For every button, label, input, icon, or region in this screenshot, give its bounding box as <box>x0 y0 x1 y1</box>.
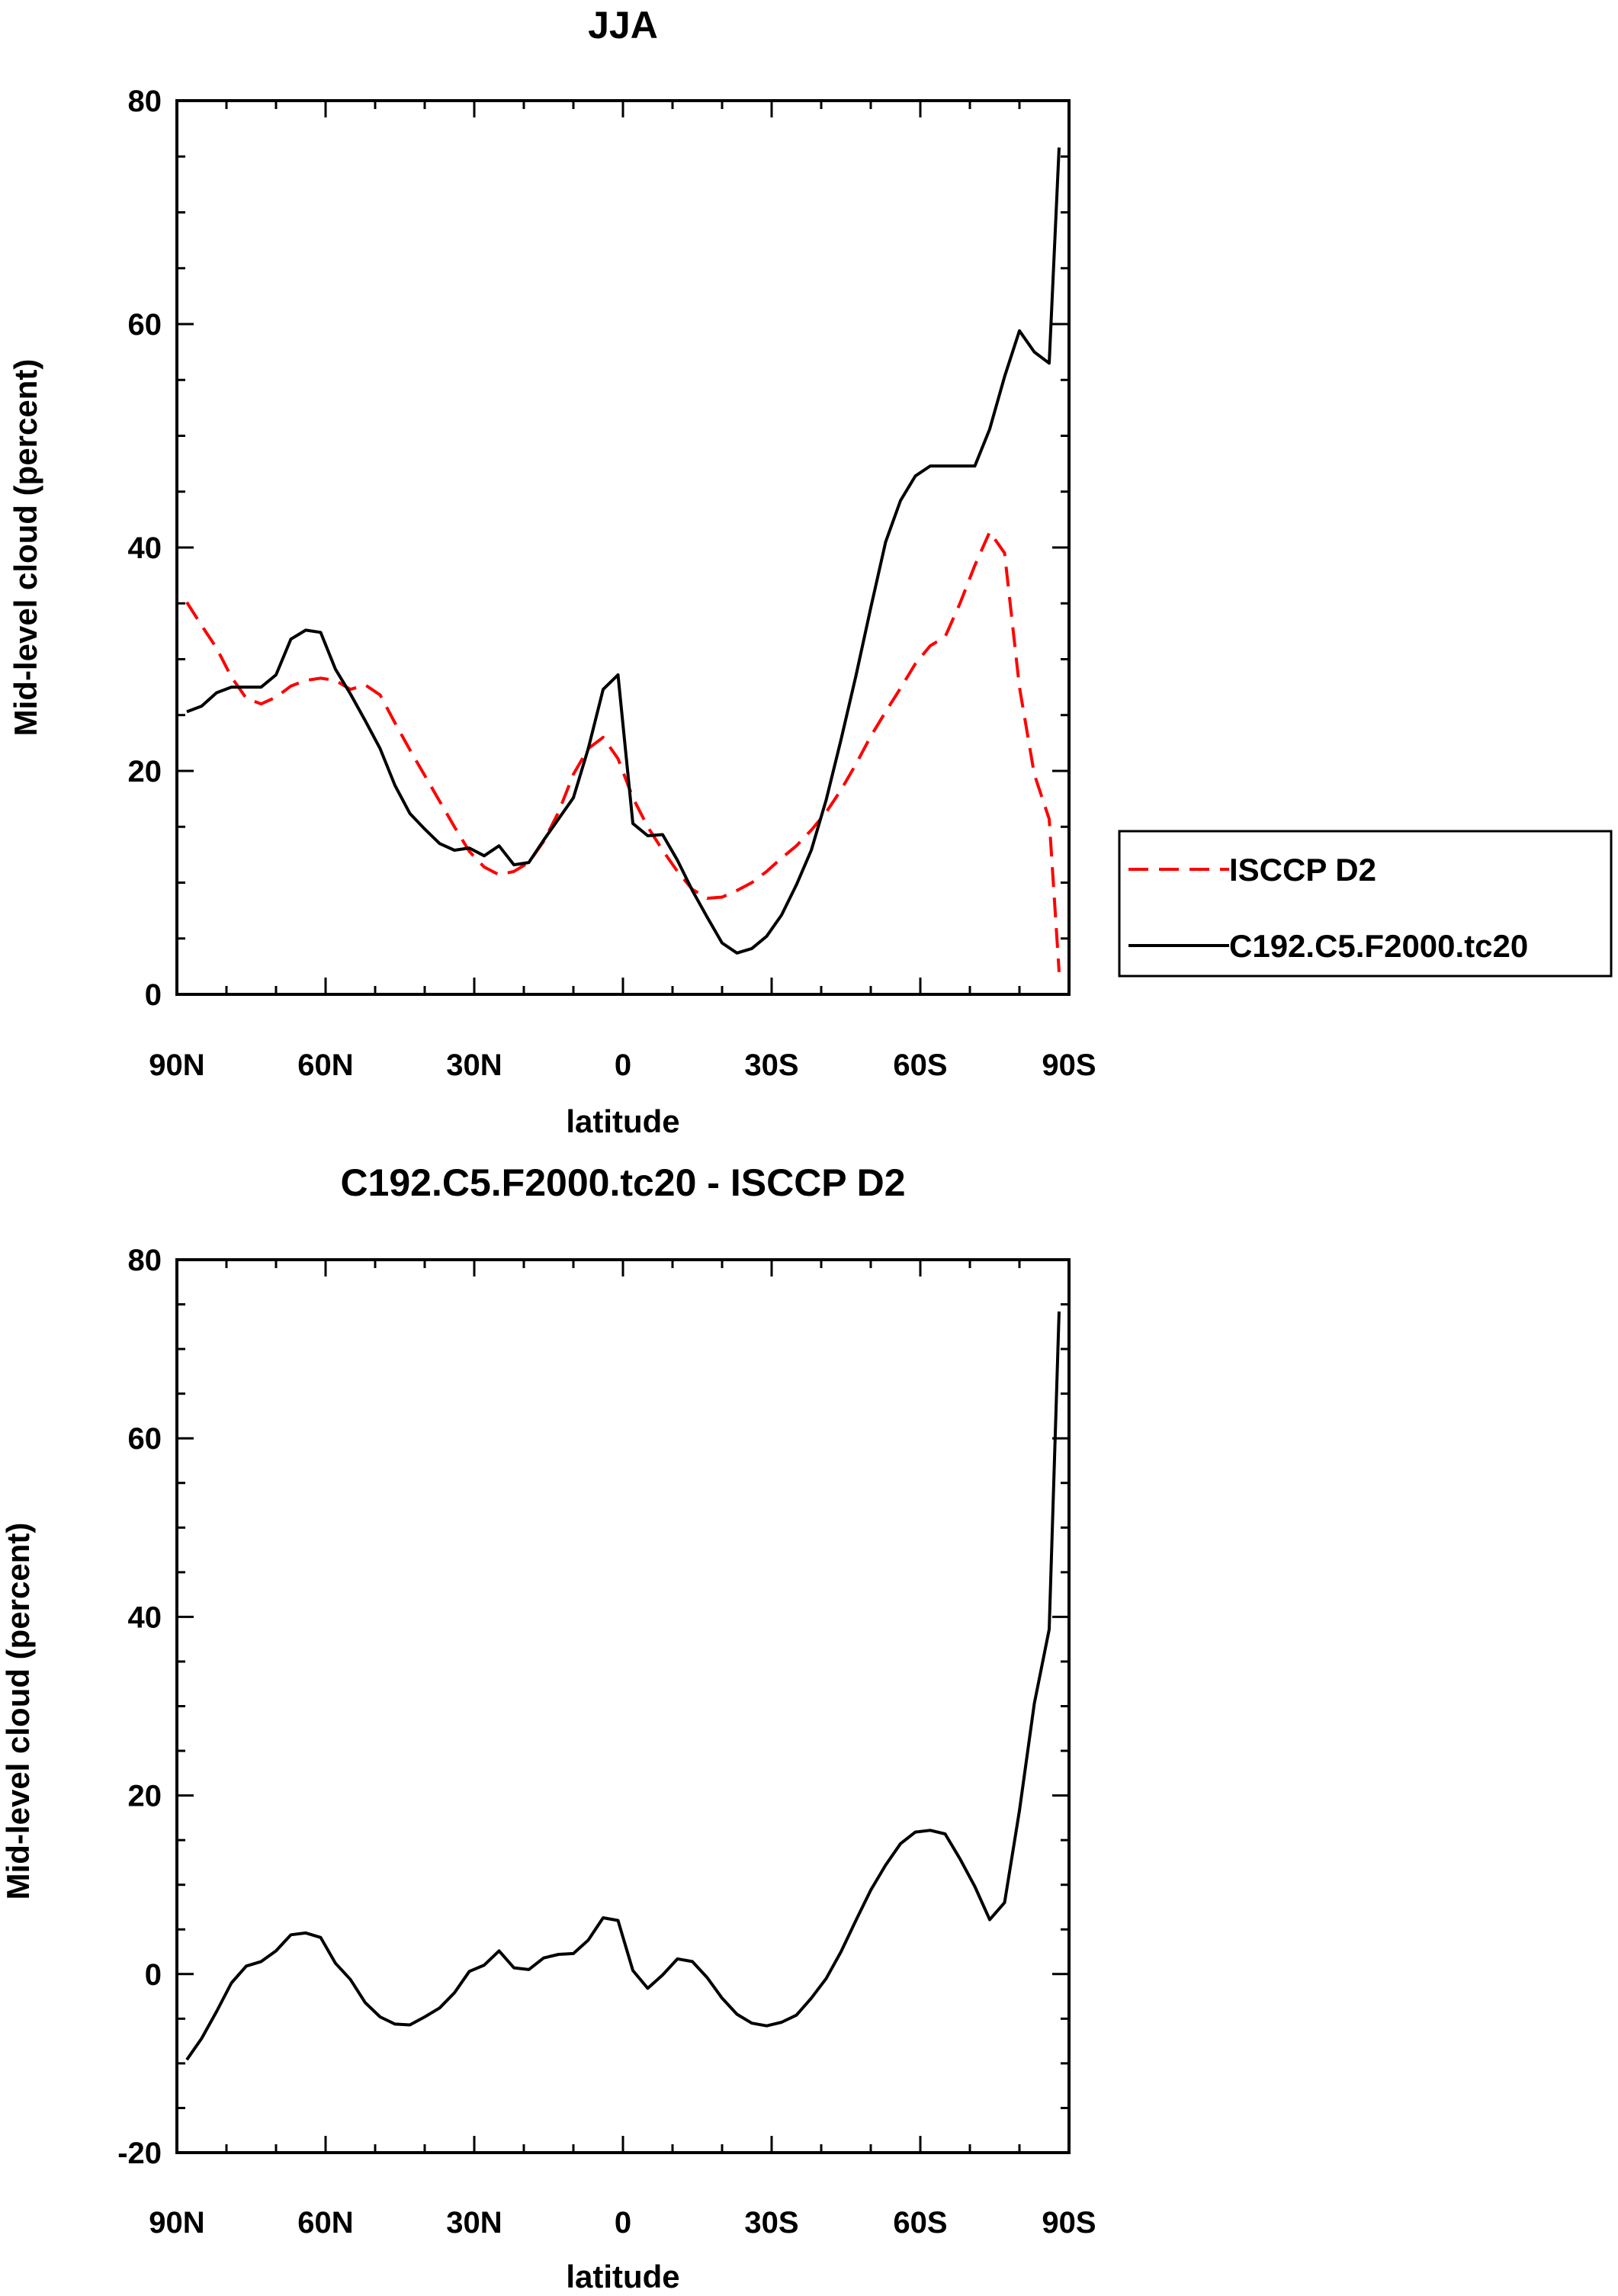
bottom-ytick-label: 60 <box>128 1422 162 1456</box>
bottom-chart-ticks: 90N 60N 30N 0 30S 60S 90S -20 0 20 40 60 80 <box>117 1244 1096 2240</box>
bottom-chart: C192.C5.F2000.tc20 - ISCCP D2 Mid-level … <box>0 1161 1096 2294</box>
top-ytick-label: 80 <box>128 85 162 118</box>
top-chart-series <box>185 147 1061 972</box>
bottom-ytick-label: 80 <box>128 1244 162 1277</box>
top-chart-frame <box>175 99 1071 996</box>
top-xtick-label: 60S <box>893 1048 947 1082</box>
top-chart-legend: ISCCP D2 C192.C5.F2000.tc20 <box>1118 830 1613 978</box>
top-ytick-label: 40 <box>128 531 162 565</box>
top-chart-ylabel: Mid-level cloud (percent) <box>8 359 43 737</box>
top-chart-title: JJA <box>588 4 658 47</box>
legend-label-model: C192.C5.F2000.tc20 <box>1229 928 1528 964</box>
legend-box <box>1118 830 1613 978</box>
top-series-line-1 <box>186 147 1061 955</box>
bottom-chart-xlabel: latitude <box>566 2259 679 2294</box>
bottom-chart-frame <box>175 1258 1071 2154</box>
bottom-chart-ylabel: Mid-level cloud (percent) <box>0 1523 36 1900</box>
bottom-chart-title: C192.C5.F2000.tc20 - ISCCP D2 <box>340 1161 905 1204</box>
top-ytick-label: 20 <box>128 755 162 788</box>
top-chart-xlabel: latitude <box>566 1103 679 1139</box>
bottom-xtick-label: 30S <box>744 2206 798 2240</box>
top-chart-ticks: 90N 60N 30N 0 30S 60S 90S 0 20 40 60 80 <box>128 85 1096 1082</box>
bottom-xtick-label: 60S <box>893 2206 947 2240</box>
bottom-chart-series <box>185 1311 1061 2061</box>
legend-label-isccp: ISCCP D2 <box>1229 852 1376 888</box>
top-xtick-label: 60N <box>297 1048 353 1082</box>
bottom-ytick-label: 40 <box>128 1601 162 1634</box>
top-series-line-0 <box>185 530 1061 972</box>
top-chart: JJA Mid-level cloud (percent) latitude 9… <box>8 4 1613 1139</box>
top-xtick-label: 90N <box>149 1048 204 1082</box>
bottom-ytick-label: 20 <box>128 1780 162 1813</box>
top-xtick-label: 30S <box>744 1048 798 1082</box>
bottom-xtick-label: 30N <box>446 2206 502 2240</box>
top-xtick-label: 90S <box>1042 1048 1096 1082</box>
bottom-series-line-0 <box>185 1311 1061 2061</box>
top-ytick-label: 60 <box>128 308 162 342</box>
bottom-xtick-label: 0 <box>615 2206 631 2240</box>
top-xtick-label: 0 <box>615 1048 631 1082</box>
top-ytick-label: 0 <box>145 978 162 1012</box>
bottom-xtick-label: 90S <box>1042 2206 1096 2240</box>
top-xtick-label: 30N <box>446 1048 502 1082</box>
bottom-xtick-label: 60N <box>297 2206 353 2240</box>
bottom-ytick-label: -20 <box>117 2137 162 2170</box>
bottom-ytick-label: 0 <box>145 1958 162 1992</box>
bottom-xtick-label: 90N <box>149 2206 204 2240</box>
